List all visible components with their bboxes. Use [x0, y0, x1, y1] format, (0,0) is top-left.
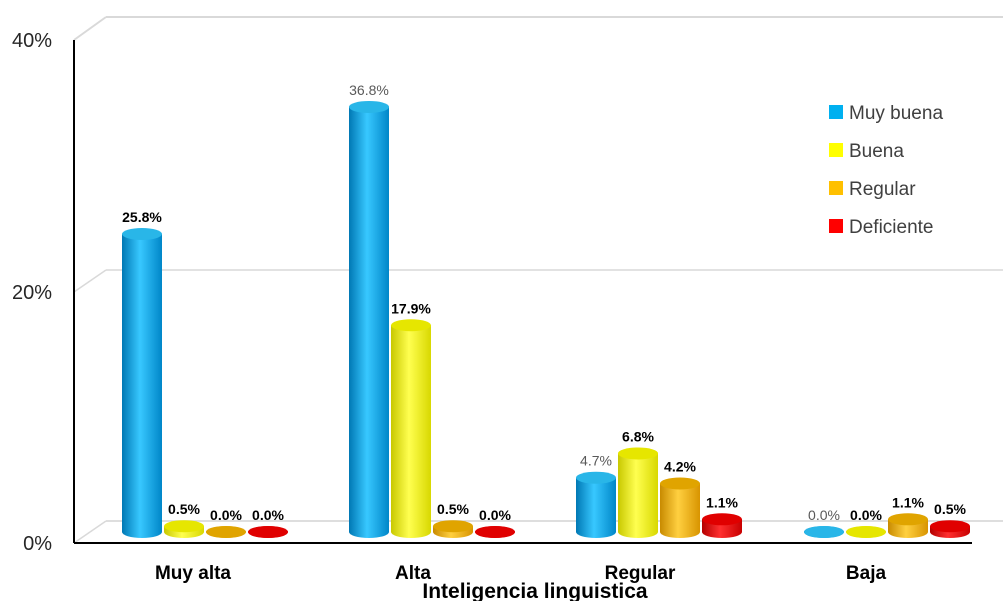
bar-top: [660, 477, 700, 490]
category-label: Alta: [395, 563, 431, 584]
axes: [73, 40, 972, 544]
bar-body: [660, 483, 700, 538]
bar-body: [349, 106, 389, 539]
bar: [164, 520, 204, 538]
data-label: 4.2%: [664, 458, 696, 474]
bar-top: [475, 526, 515, 538]
data-label: 0.0%: [850, 507, 882, 523]
gridline-side: [73, 520, 107, 544]
data-label: 36.8%: [349, 82, 389, 98]
legend-swatch: [829, 105, 843, 119]
legend-item: Muy buena: [829, 103, 943, 124]
legend-item: Buena: [829, 141, 904, 162]
bar-top: [846, 526, 886, 538]
legend-label: Regular: [849, 179, 916, 200]
bar: [206, 526, 246, 538]
bar: [660, 477, 700, 538]
data-label: 0.0%: [252, 507, 284, 523]
legend-label: Buena: [849, 141, 904, 162]
bar-top: [349, 100, 389, 113]
legend-swatch: [829, 143, 843, 157]
bar-body: [576, 477, 616, 538]
bar: [349, 100, 389, 539]
bar-top: [702, 513, 742, 526]
y-tick-label: 40%: [12, 30, 52, 52]
legend-item: Regular: [829, 179, 916, 200]
bar: [618, 447, 658, 538]
category-label: Regular: [605, 563, 676, 584]
plot-walls: [73, 16, 1003, 522]
gridline-side: [73, 269, 107, 293]
legend-swatch: [829, 181, 843, 195]
bar: [804, 526, 844, 538]
bar: [122, 228, 162, 538]
bar-top: [391, 319, 431, 332]
data-label: 17.9%: [391, 300, 431, 316]
legend-item: Deficiente: [829, 217, 934, 238]
bar-top: [206, 526, 246, 538]
data-labels: 25.8% 36.8% 4.7% 0.0% 0.5% 17.9% 6.8% 0.0% 0.0% 0…: [122, 82, 966, 523]
category-labels: Muy alta Alta Regular Baja: [155, 563, 887, 584]
y-tick-label: 0%: [23, 533, 52, 555]
bar: [846, 526, 886, 538]
bar-top: [888, 513, 928, 526]
y-tick-label: 20%: [12, 282, 52, 304]
bar: [248, 526, 288, 538]
gridlines: [73, 269, 1003, 544]
bar: [702, 513, 742, 538]
bar-top: [576, 471, 616, 484]
bar-top: [122, 228, 162, 241]
data-label: 0.0%: [210, 507, 242, 523]
bar-body: [391, 325, 431, 538]
side-wall-edge: [73, 16, 107, 41]
data-label: 25.8%: [122, 209, 162, 225]
data-label: 0.0%: [808, 507, 840, 523]
bar-top: [248, 526, 288, 538]
legend-swatch: [829, 219, 843, 233]
legend-label: Muy buena: [849, 103, 943, 124]
bar: [576, 471, 616, 538]
category-label: Baja: [846, 563, 887, 584]
bar-top: [618, 447, 658, 460]
bar-body: [618, 453, 658, 538]
data-label: 0.5%: [934, 501, 966, 517]
legend: Muy buena Buena Regular Deficiente: [829, 103, 943, 238]
data-label: 1.1%: [706, 494, 738, 510]
data-label: 1.1%: [892, 494, 924, 510]
bar: [930, 520, 970, 538]
bar-top: [930, 520, 970, 533]
bar: [888, 513, 928, 538]
bar-top: [433, 520, 473, 533]
data-label: 0.5%: [168, 501, 200, 517]
category-label: Muy alta: [155, 563, 231, 584]
data-label: 0.5%: [437, 501, 469, 517]
bar-body: [122, 234, 162, 538]
bar-top: [164, 520, 204, 533]
data-label: 6.8%: [622, 428, 654, 444]
data-label: 0.0%: [479, 507, 511, 523]
bar: [433, 520, 473, 538]
bar: [391, 319, 431, 538]
bars: [122, 100, 970, 539]
bar: [475, 526, 515, 538]
data-label: 4.7%: [580, 453, 612, 469]
y-tick-labels: 0% 20% 40%: [12, 30, 52, 555]
x-axis-title: Inteligencia linguistica: [422, 580, 648, 601]
legend-label: Deficiente: [849, 217, 934, 238]
bar-top: [804, 526, 844, 538]
